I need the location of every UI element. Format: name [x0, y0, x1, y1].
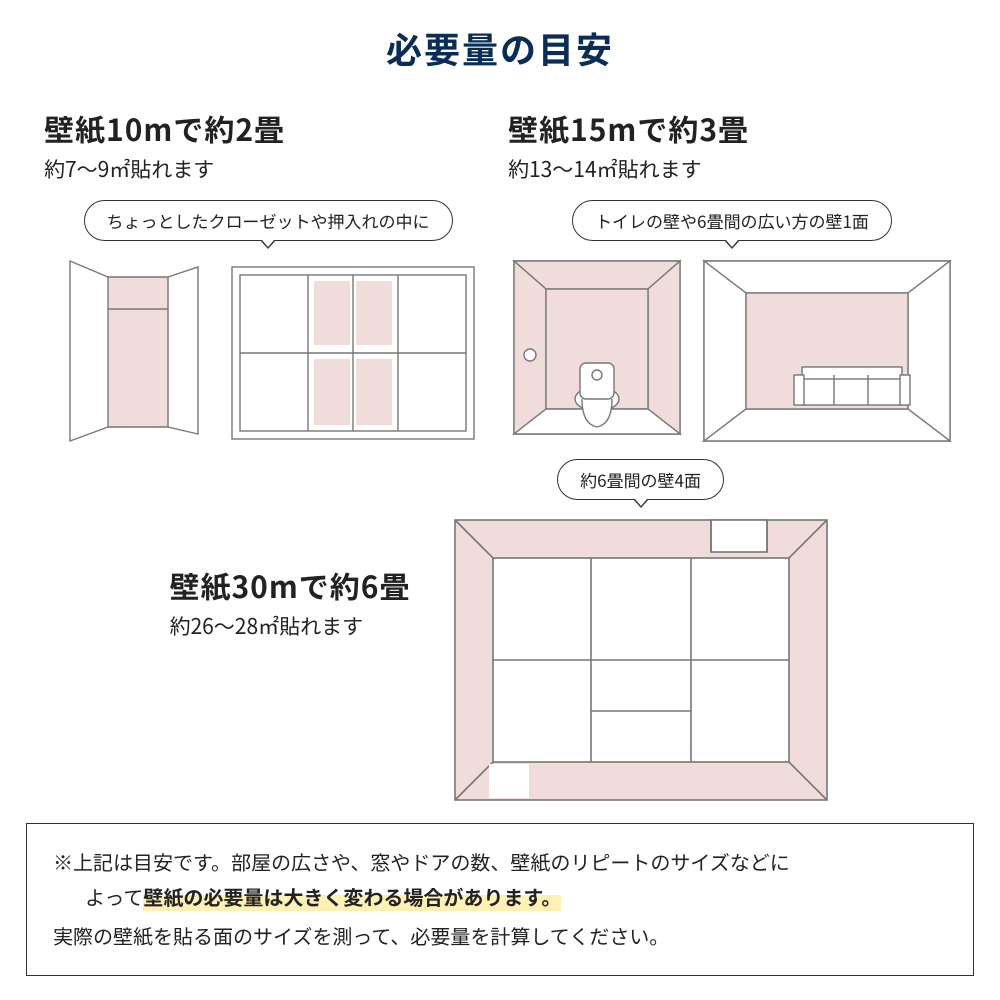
- note-highlight: 壁紙の必要量は大きく変わる場合があります。: [143, 882, 561, 911]
- section-bubble: ちょっとしたクローゼットや押入れの中に: [84, 200, 453, 241]
- section-bubble: 約6畳間の壁4面: [557, 459, 724, 500]
- note-box: ※上記は目安です。部屋の広さや、窓やドアの数、壁紙のリピートのサイズなどに よっ…: [26, 823, 974, 976]
- sections-container: 壁紙10mで約2畳 約7〜9㎡貼れます ちょっとしたクローゼットや押入れの中に: [0, 74, 1000, 806]
- room-floorplan-icon: [451, 516, 831, 806]
- section-10m: 壁紙10mで約2畳 約7〜9㎡貼れます ちょっとしたクローゼットや押入れの中に: [36, 94, 500, 449]
- illustration-row: [44, 259, 492, 449]
- room-one-wall-icon: [702, 259, 952, 449]
- closet-sliding-icon: [228, 259, 478, 449]
- page-title: 必要量の目安: [0, 0, 1000, 74]
- section-subtext: 約13〜14㎡貼れます: [508, 154, 956, 184]
- illustration-row: [508, 259, 956, 449]
- note-text: 実際の壁紙を貼る面のサイズを測って、必要量を計算してください。: [53, 914, 947, 953]
- closet-open-icon: [58, 259, 208, 449]
- section-30m: 壁紙30mで約6畳 約26〜28㎡貼れます 約6畳間の壁4面: [36, 449, 964, 806]
- section-bubble: トイレの壁や6畳間の広い方の壁1面: [572, 200, 892, 241]
- section-heading: 壁紙15mで約3畳: [508, 106, 956, 150]
- note-text: よって: [85, 882, 143, 911]
- note-text: ※上記は目安です。部屋の広さや、窓やドアの数、壁紙のリピートのサイズなどに: [53, 847, 790, 876]
- section-heading: 壁紙10mで約2畳: [44, 106, 492, 150]
- section-heading: 壁紙30mで約6畳: [169, 563, 410, 607]
- section-subtext: 約7〜9㎡貼れます: [44, 154, 492, 184]
- toilet-room-icon: [512, 259, 682, 449]
- section-15m: 壁紙15mで約3畳 約13〜14㎡貼れます トイレの壁や6畳間の広い方の壁1面: [500, 94, 964, 449]
- section-subtext: 約26〜28㎡貼れます: [169, 611, 410, 641]
